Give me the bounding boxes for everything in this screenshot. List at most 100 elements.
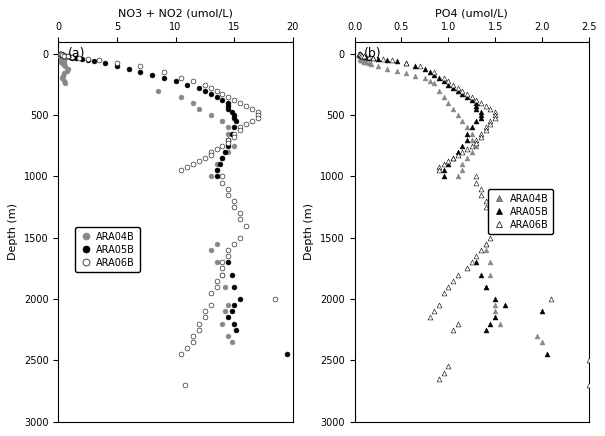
Point — [59, 54, 69, 61]
Point — [194, 106, 204, 112]
Point — [471, 259, 481, 266]
Point — [411, 72, 420, 79]
Point — [206, 290, 215, 296]
Point — [58, 54, 68, 61]
Point — [471, 253, 481, 260]
Point — [367, 60, 376, 67]
Point — [229, 124, 239, 131]
Point — [357, 53, 367, 60]
Point — [467, 142, 477, 149]
Point — [457, 149, 467, 156]
Point — [188, 78, 198, 85]
Point — [401, 60, 411, 67]
Point — [471, 173, 481, 180]
Point — [439, 93, 448, 100]
Point — [218, 118, 227, 125]
Point — [443, 99, 453, 106]
Point — [481, 283, 491, 290]
Point — [430, 69, 439, 76]
Point — [229, 96, 239, 103]
Point — [359, 54, 368, 61]
Point — [200, 87, 210, 94]
Point — [467, 96, 477, 103]
Point — [453, 84, 462, 91]
Point — [471, 118, 481, 125]
Point — [59, 55, 69, 62]
Point — [223, 185, 233, 192]
Point — [481, 102, 491, 109]
Point — [153, 87, 163, 94]
Point — [495, 320, 505, 327]
Point — [453, 112, 462, 119]
Point — [227, 338, 237, 345]
Point — [223, 314, 233, 321]
Point — [358, 54, 368, 61]
Point — [411, 63, 420, 70]
Point — [532, 332, 542, 339]
Point — [364, 60, 373, 67]
Point — [57, 55, 67, 62]
Point — [490, 302, 500, 309]
Point — [59, 57, 69, 64]
Point — [223, 332, 233, 339]
Point — [206, 90, 215, 97]
Point — [235, 99, 245, 106]
Point — [378, 55, 387, 62]
Point — [58, 54, 68, 61]
X-axis label: PO4 (umol/L): PO4 (umol/L) — [436, 8, 508, 18]
Point — [443, 363, 453, 370]
Point — [57, 53, 67, 60]
Point — [481, 127, 491, 134]
Point — [457, 161, 467, 168]
Point — [443, 78, 453, 85]
Y-axis label: Depth (m): Depth (m) — [304, 203, 315, 260]
Point — [57, 55, 67, 62]
Point — [220, 308, 230, 315]
Point — [471, 142, 481, 149]
Point — [355, 51, 365, 58]
Point — [356, 52, 366, 59]
Point — [356, 56, 366, 63]
Point — [434, 87, 443, 94]
Point — [212, 173, 221, 180]
Point — [467, 259, 477, 266]
Point — [183, 164, 192, 171]
Point — [58, 55, 68, 62]
Point — [467, 149, 477, 156]
Point — [212, 167, 221, 174]
Point — [439, 167, 448, 174]
Point — [177, 167, 186, 174]
Point — [220, 283, 230, 290]
Point — [177, 93, 186, 100]
Point — [223, 149, 233, 156]
Point — [486, 320, 495, 327]
Point — [462, 265, 472, 272]
Point — [71, 54, 81, 61]
Point — [471, 179, 481, 186]
Point — [471, 136, 481, 143]
Point — [212, 161, 221, 168]
Point — [227, 130, 237, 137]
Point — [223, 124, 233, 131]
Point — [68, 54, 77, 61]
Point — [58, 60, 68, 67]
Point — [194, 326, 204, 333]
Point — [401, 70, 411, 77]
Point — [183, 344, 192, 351]
Point — [218, 142, 227, 149]
Point — [227, 109, 237, 116]
Point — [537, 308, 547, 315]
Point — [62, 68, 71, 75]
Point — [159, 69, 169, 76]
Point — [58, 58, 68, 65]
Point — [223, 136, 233, 143]
Point — [124, 66, 134, 73]
Point — [58, 53, 68, 60]
Point — [476, 246, 486, 253]
Point — [63, 53, 73, 60]
Point — [481, 124, 491, 131]
Point — [448, 277, 458, 284]
Point — [54, 51, 64, 58]
Point — [83, 57, 93, 64]
Y-axis label: Depth (m): Depth (m) — [8, 203, 18, 260]
